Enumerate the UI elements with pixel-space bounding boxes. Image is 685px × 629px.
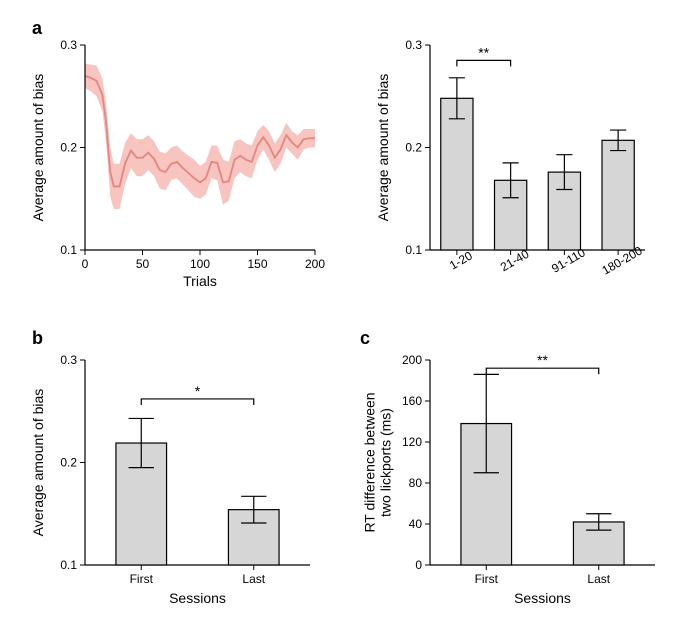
svg-text:Last: Last bbox=[242, 572, 265, 586]
svg-text:0: 0 bbox=[415, 558, 422, 572]
svg-text:40: 40 bbox=[409, 517, 423, 531]
svg-text:Sessions: Sessions bbox=[514, 590, 571, 606]
svg-text:120: 120 bbox=[402, 435, 422, 449]
panel-c-bar-chart: 04080120160200FirstLast**SessionsRT diff… bbox=[366, 342, 665, 607]
panel-a-bar-chart: 0.10.20.31-2021-4091-110180-200**Average… bbox=[372, 27, 655, 306]
svg-text:200: 200 bbox=[305, 257, 325, 271]
panel-a-line-chart: 0 50 100 150 200 0.1 0.2 0.3 Trials Average amoun… bbox=[27, 35, 325, 292]
svg-text:0.1: 0.1 bbox=[60, 558, 77, 572]
svg-text:21-40: 21-40 bbox=[498, 247, 532, 275]
svg-text:150: 150 bbox=[247, 257, 267, 271]
svg-text:50: 50 bbox=[136, 257, 150, 271]
svg-text:80: 80 bbox=[409, 476, 423, 490]
svg-text:Sessions: Sessions bbox=[169, 590, 226, 606]
svg-text:Average amount of bias: Average amount of bias bbox=[375, 74, 391, 222]
svg-text:0.2: 0.2 bbox=[60, 141, 77, 155]
svg-text:First: First bbox=[475, 572, 499, 586]
svg-text:**: ** bbox=[478, 44, 489, 60]
svg-text:160: 160 bbox=[402, 394, 422, 408]
svg-text:**: ** bbox=[537, 352, 548, 368]
svg-text:0.3: 0.3 bbox=[60, 38, 77, 52]
svg-text:0.1: 0.1 bbox=[405, 243, 422, 257]
svg-text:0.2: 0.2 bbox=[60, 456, 77, 470]
svg-text:Average amount of bias: Average amount of bias bbox=[30, 74, 46, 222]
svg-text:Average amount of bias: Average amount of bias bbox=[30, 389, 46, 537]
svg-text:Last: Last bbox=[587, 572, 610, 586]
svg-text:0.1: 0.1 bbox=[60, 243, 77, 257]
svg-text:Trials: Trials bbox=[183, 273, 217, 289]
svg-text:0.2: 0.2 bbox=[405, 141, 422, 155]
svg-text:First: First bbox=[130, 572, 154, 586]
svg-text:100: 100 bbox=[190, 257, 210, 271]
figure-root: a b c 0501001502000.10.20.3TrialsAverage… bbox=[0, 0, 685, 629]
svg-text:1-20: 1-20 bbox=[447, 248, 475, 272]
svg-text:0: 0 bbox=[82, 257, 89, 271]
svg-text:200: 200 bbox=[402, 353, 422, 367]
svg-text:RT difference betweentwo lickp: RT difference betweentwo lickports (ms) bbox=[361, 392, 393, 532]
svg-text:0.3: 0.3 bbox=[405, 38, 422, 52]
svg-text:*: * bbox=[195, 383, 201, 399]
svg-text:0.3: 0.3 bbox=[60, 353, 77, 367]
panel-b-bar-chart: 0.1 0.2 0.3 First Last * Sessions Average amoun… bbox=[27, 342, 320, 607]
